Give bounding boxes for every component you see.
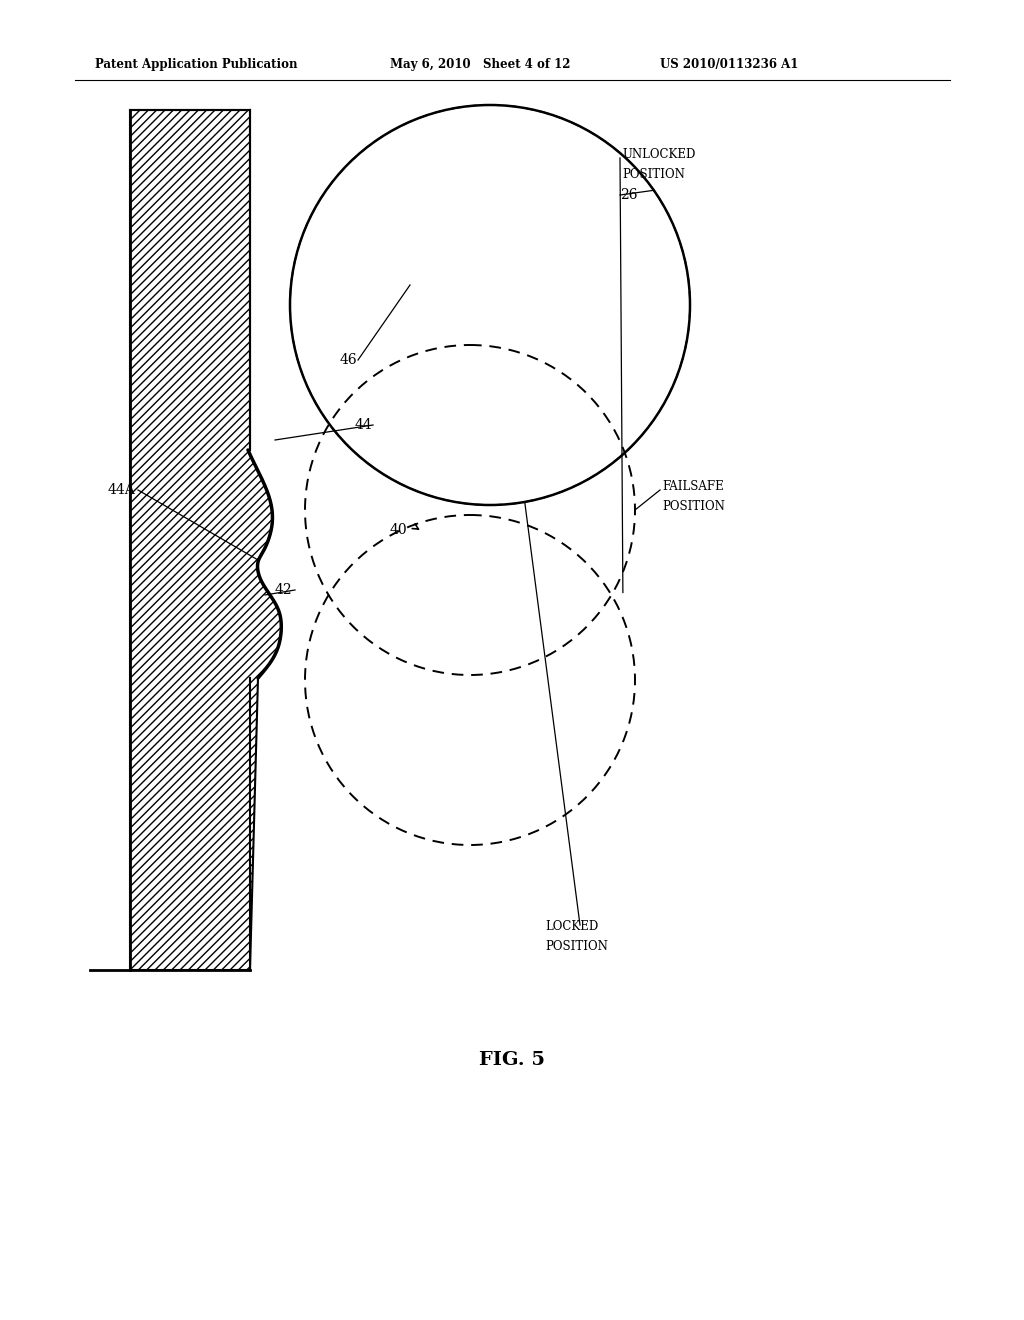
- Text: POSITION: POSITION: [545, 940, 608, 953]
- Text: POSITION: POSITION: [622, 168, 685, 181]
- Text: 46: 46: [340, 352, 357, 367]
- Text: UNLOCKED: UNLOCKED: [622, 148, 695, 161]
- Text: 44A: 44A: [108, 483, 136, 498]
- Text: POSITION: POSITION: [662, 500, 725, 513]
- Text: 40: 40: [390, 523, 408, 537]
- Text: Patent Application Publication: Patent Application Publication: [95, 58, 298, 71]
- Text: 26: 26: [620, 187, 638, 202]
- Text: US 2010/0113236 A1: US 2010/0113236 A1: [660, 58, 799, 71]
- Polygon shape: [130, 110, 282, 970]
- Text: May 6, 2010   Sheet 4 of 12: May 6, 2010 Sheet 4 of 12: [390, 58, 570, 71]
- Text: 44: 44: [355, 418, 373, 432]
- Text: LOCKED: LOCKED: [545, 920, 598, 933]
- Text: 42: 42: [275, 583, 293, 597]
- Text: FAILSAFE: FAILSAFE: [662, 480, 724, 492]
- Text: FIG. 5: FIG. 5: [479, 1051, 545, 1069]
